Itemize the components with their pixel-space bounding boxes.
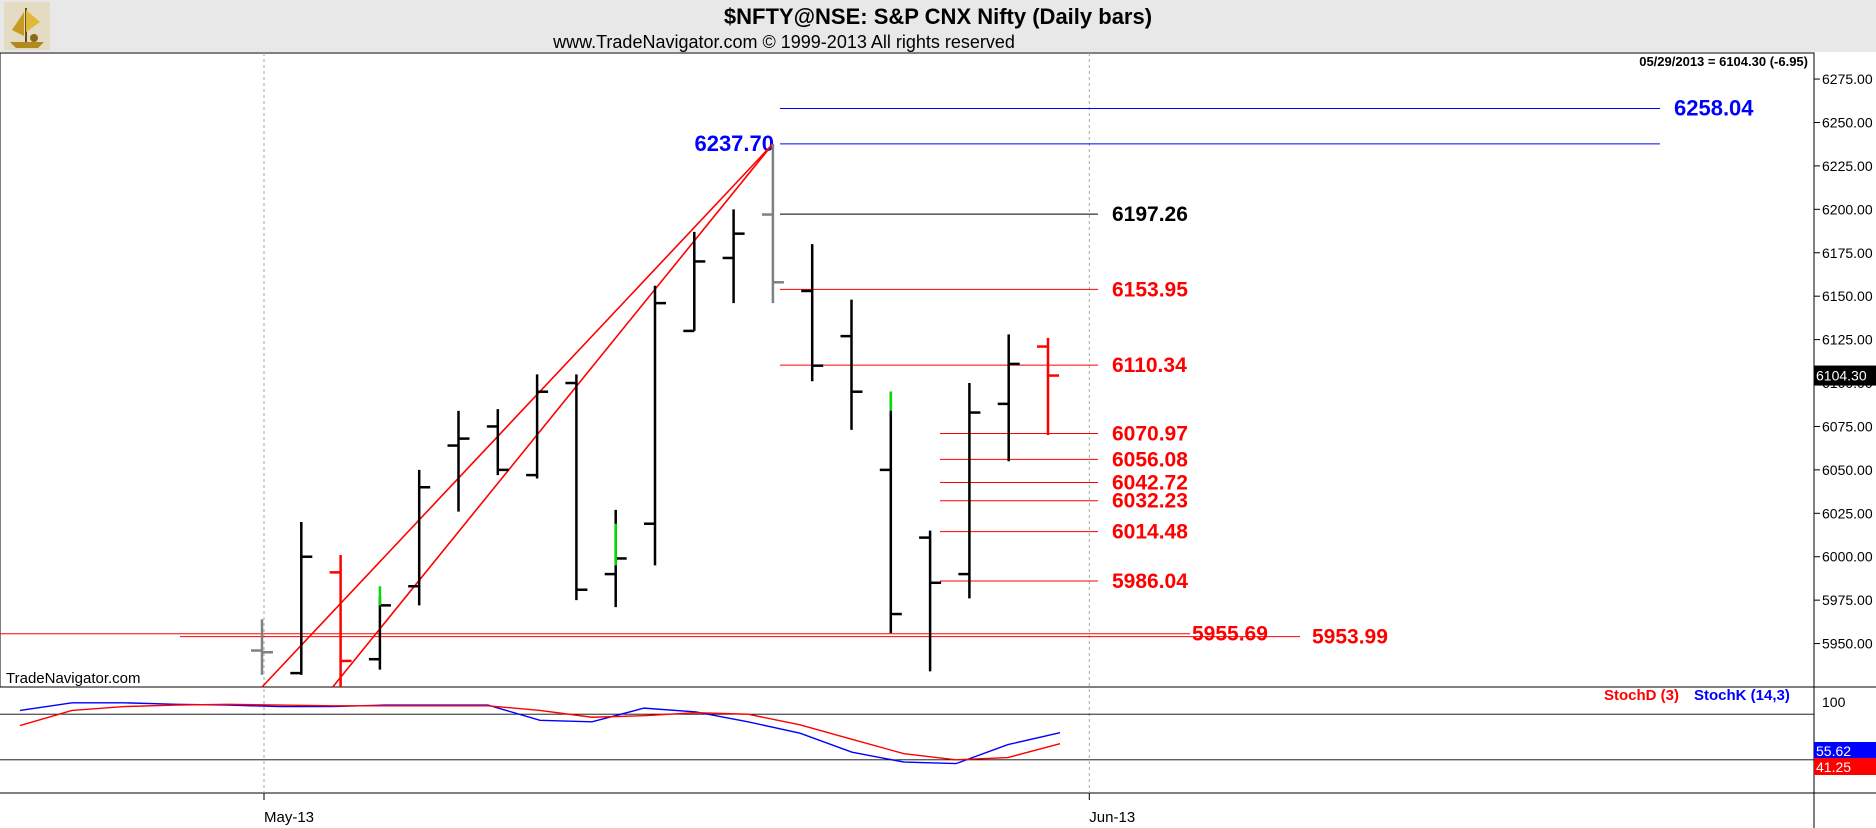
date-label: Jun-13: [1089, 809, 1135, 826]
level-lines: 6258.04 6237.70 6197.26 6153.95 6110.34 6070.…: [0, 96, 1754, 649]
level-label-6056.08: 6056.08: [1112, 448, 1188, 471]
price-tick-label: 6050.00: [1822, 462, 1873, 478]
ohlc-bar: [526, 374, 549, 479]
ohlc-bar: [290, 521, 313, 675]
ohlc-bar: [879, 391, 902, 634]
stoch-last-box: [1814, 742, 1876, 759]
price-tick-label: 6075.00: [1822, 418, 1873, 434]
date-label: May-13: [264, 809, 314, 826]
level-label-5986.04: 5986.04: [1112, 570, 1188, 593]
level-label-6237.70: 6237.70: [694, 131, 774, 156]
stoch-line-d: [19, 703, 1061, 761]
ohlc-bar: [644, 285, 666, 566]
ohlc-bar: [1037, 337, 1059, 436]
ohlc-bar: [486, 409, 509, 476]
level-label-6014.48: 6014.48: [1112, 521, 1188, 544]
watermark: TradeNavigator.com: [6, 670, 141, 687]
legend-stoch-k: StochK (14,3): [1694, 687, 1790, 704]
ohlc-bar: [408, 469, 431, 606]
price-tick-label: 6125.00: [1822, 332, 1873, 348]
ohlc-bar: [997, 334, 1020, 462]
ohlc-bar: [447, 410, 470, 512]
date-axis: May-13 Jun-13: [263, 793, 1135, 826]
ohlc-bar: [840, 299, 863, 430]
ohlc-bar: [329, 554, 352, 687]
level-label-6032.23: 6032.23: [1112, 490, 1188, 513]
ohlc-bar: [958, 383, 981, 599]
ohlc-bar: [251, 619, 273, 675]
price-tick-label: 6000.00: [1822, 549, 1873, 565]
stoch-line-k: [19, 702, 1061, 765]
level-label-6110.34: 6110.34: [1112, 354, 1187, 377]
level-label-6070.97: 6070.97: [1112, 422, 1188, 445]
stoch-last-box: [1814, 758, 1876, 775]
sailing-ship-logo-icon: [4, 2, 50, 50]
level-label-6258.04: 6258.04: [1674, 96, 1754, 121]
price-axis: 6275.00 6250.00 6225.00 6200.00 6175.00 6150.…: [1814, 71, 1876, 652]
level-label-6042.72: 6042.72: [1112, 472, 1188, 495]
level-label-5955.69: 5955.69: [1192, 623, 1268, 646]
price-bars: [251, 143, 1059, 687]
price-readout: 05/29/2013 = 6104.30 (-6.95): [1639, 54, 1808, 69]
ohlc-bar: [722, 209, 745, 304]
price-tick-label: 6250.00: [1822, 114, 1873, 130]
stoch-last-label: 55.62: [1816, 743, 1851, 759]
stoch-last-label: 41.25: [1816, 759, 1851, 775]
ohlc-bar: [761, 143, 784, 304]
stoch-tick-label: 100: [1822, 694, 1846, 710]
ohlc-bar: [801, 244, 824, 382]
price-tick-label: 6275.00: [1822, 71, 1873, 87]
ohlc-bar: [368, 596, 391, 670]
price-tick-label: 6175.00: [1822, 245, 1873, 261]
trendline-1: [261, 143, 774, 688]
price-tick-label: 5975.00: [1822, 592, 1873, 608]
level-label-6153.95: 6153.95: [1112, 278, 1188, 301]
price-tick-label: 5950.00: [1822, 636, 1873, 652]
level-label-5953.99: 5953.99: [1312, 626, 1388, 649]
ohlc-bar: [565, 374, 588, 601]
header-band: [0, 0, 1876, 52]
legend-stoch-d: StochD (3): [1604, 687, 1679, 704]
trendlines: [261, 143, 774, 688]
price-tick-label: 6025.00: [1822, 505, 1873, 521]
price-tick-label: 6200.00: [1822, 201, 1873, 217]
price-tick-label: 6150.00: [1822, 288, 1873, 304]
chart-subtitle: www.TradeNavigator.com © 1999-2013 All r…: [552, 32, 1015, 52]
ohlc-bar: [683, 231, 706, 333]
chart-title: $NFTY@NSE: S&P CNX Nifty (Daily bars): [724, 4, 1152, 29]
price-tick-label: 6225.00: [1822, 158, 1873, 174]
last-price-box: [1814, 365, 1876, 386]
ohlc-bar: [919, 530, 942, 672]
trendline-2: [332, 143, 774, 688]
last-price-label: 6104.30: [1816, 368, 1867, 384]
price-pane-frame: [0, 52, 1815, 688]
level-label-6197.26: 6197.26: [1112, 203, 1188, 226]
